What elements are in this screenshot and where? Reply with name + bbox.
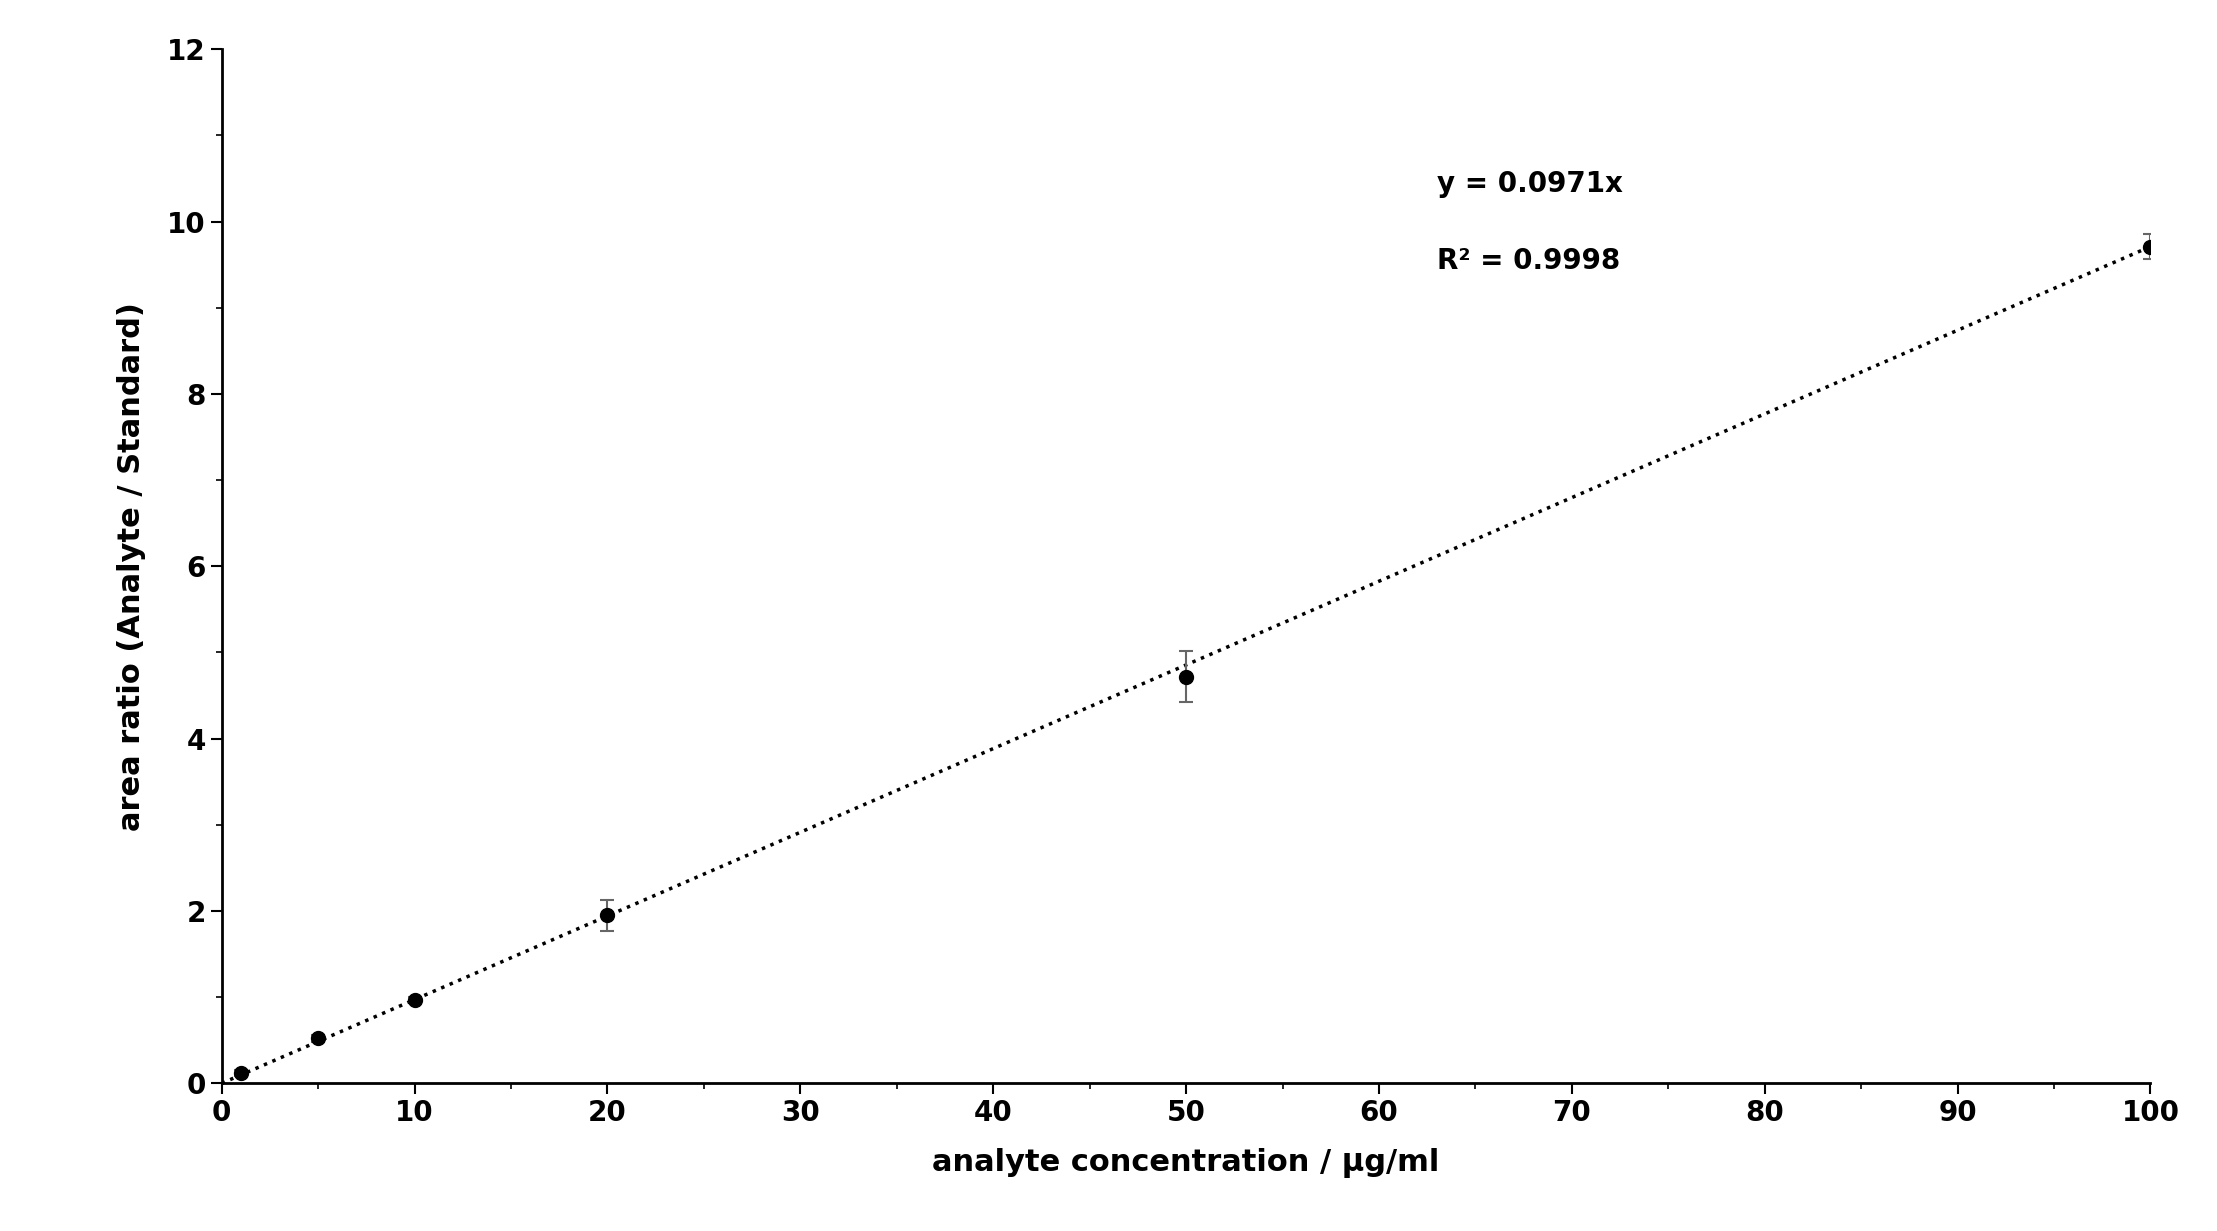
Text: R² = 0.9998: R² = 0.9998 <box>1437 247 1621 276</box>
Text: y = 0.0971x: y = 0.0971x <box>1437 170 1623 198</box>
X-axis label: analyte concentration / μg/ml: analyte concentration / μg/ml <box>933 1149 1439 1178</box>
Y-axis label: area ratio (Analyte / Standard): area ratio (Analyte / Standard) <box>118 302 146 831</box>
